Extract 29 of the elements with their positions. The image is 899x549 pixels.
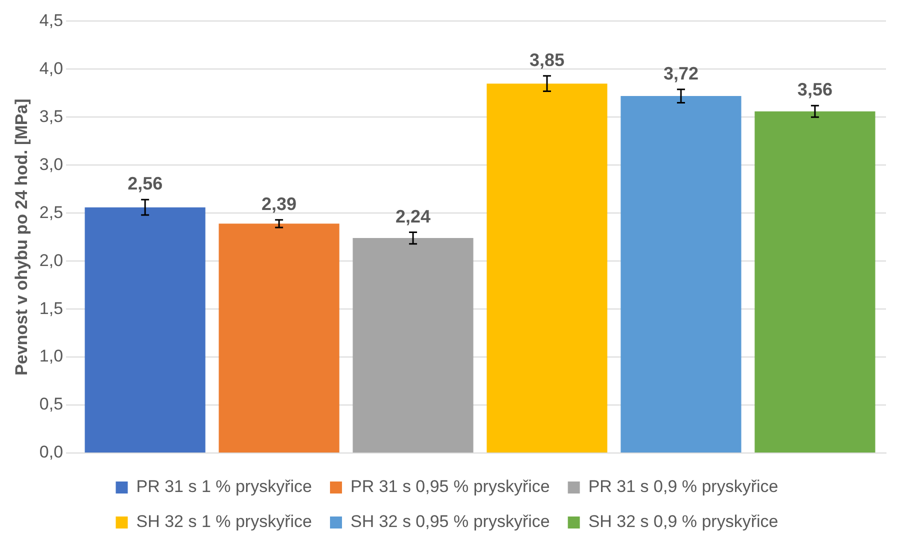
data-label: 2,56 [128,174,163,194]
y-tick-label: 3,0 [39,154,64,174]
data-label: 3,85 [529,50,565,70]
y-tick-label: 4,5 [39,10,64,30]
y-tick-label: 3,5 [39,106,64,126]
legend-label: PR 31 s 0,9 % pryskyřice [588,477,778,496]
legend-label: SH 32 s 0,95 % pryskyřice [350,512,550,532]
y-tick-label: 2,5 [39,202,64,222]
legend-label: PR 31 s 0,95 % pryskyřice [350,477,550,496]
bar [84,207,206,452]
legend-label: SH 32 s 1 % pryskyřice [136,512,312,532]
bar [218,224,340,452]
data-label: 2,24 [396,206,431,226]
y-tick-label: 4,0 [39,58,64,78]
y-tick-label: 0,5 [39,394,64,414]
y-axis-title: Pevnost v ohybu po 24 hod. [MPa] [12,98,31,376]
data-label: 3,72 [663,63,698,84]
bar [352,238,474,452]
data-label: 2,39 [262,194,297,214]
bar [486,84,608,452]
data-label: 3,56 [797,80,832,100]
bar [620,96,742,452]
y-tick-label: 1,5 [39,298,64,318]
legend-label: PR 31 s 1 % pryskyřice [136,477,312,496]
y-tick-label: 1,0 [39,346,64,366]
legend-label: SH 32 s 0,9 % pryskyřice [588,512,778,532]
y-tick-label: 0,0 [39,442,64,462]
bar [754,111,876,452]
y-tick-label: 2,0 [39,250,64,270]
